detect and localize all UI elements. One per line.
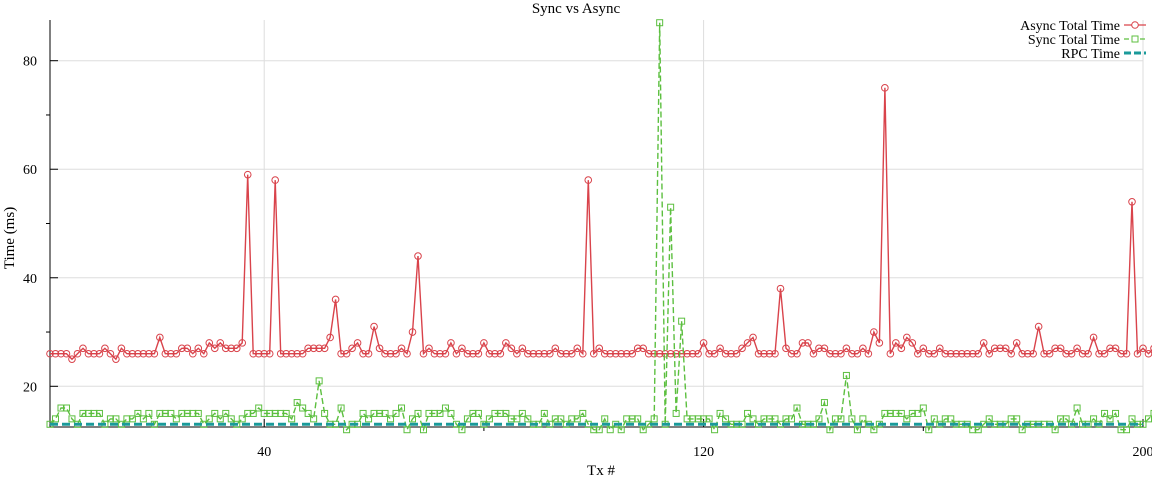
series-sync-total-time xyxy=(47,20,1152,433)
x-tick-label: 200 xyxy=(1133,445,1152,460)
y-tick-label: 80 xyxy=(23,55,37,70)
series-layer xyxy=(47,20,1152,433)
x-tick-label: 120 xyxy=(693,445,714,460)
y-axis-label: Time (ms) xyxy=(2,207,18,269)
legend-label: RPC Time xyxy=(1061,47,1120,62)
data-point xyxy=(712,427,718,433)
x-axis-label: Tx # xyxy=(587,463,615,479)
series-line xyxy=(50,88,1152,359)
axes: 40 120 200 20 40 60 80 xyxy=(23,20,1152,460)
y-tick-label: 20 xyxy=(23,380,37,395)
series-async-total-time xyxy=(47,85,1152,363)
series-line xyxy=(50,23,1152,430)
y-tick-label: 40 xyxy=(23,272,37,287)
legend-marker xyxy=(1132,36,1138,42)
x-tick-label: 40 xyxy=(257,445,271,460)
data-point xyxy=(404,427,410,433)
grid xyxy=(50,20,1143,427)
chart-title: Sync vs Async xyxy=(532,1,621,17)
legend-marker xyxy=(1132,22,1139,29)
legend-label: Sync Total Time xyxy=(1028,33,1120,48)
legend-label: Async Total Time xyxy=(1020,19,1120,34)
y-tick-label: 60 xyxy=(23,163,37,178)
